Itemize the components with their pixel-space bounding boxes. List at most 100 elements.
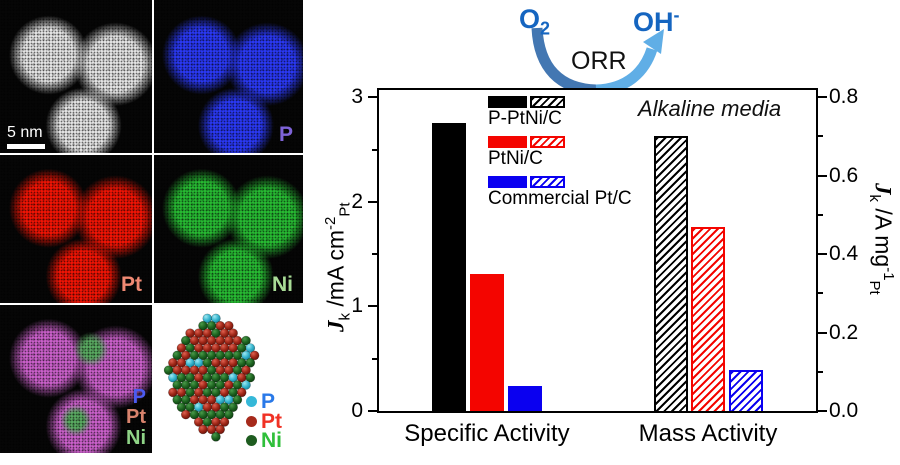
element-label-p: P — [278, 123, 293, 146]
solid-swatch — [488, 176, 527, 188]
atom-sphere — [245, 357, 256, 368]
right-axis-tick — [818, 96, 827, 99]
right-axis-tick — [818, 292, 823, 295]
solid-swatch — [488, 136, 527, 148]
left-axis-tick — [368, 410, 377, 412]
left-axis-tick — [368, 96, 377, 99]
bar-specific-p-ptni-c — [432, 123, 466, 411]
atom-sphere — [215, 424, 225, 435]
left-axis-tick-label: 2 — [351, 189, 363, 213]
pt-atom-dot — [246, 416, 257, 427]
atom-sphere — [211, 432, 221, 442]
bar-mass-ptni-c — [691, 227, 725, 411]
legend-label: Commercial Pt/C — [488, 188, 632, 209]
right-axis-tick-label: 0.6 — [829, 163, 859, 187]
eds-map-platinum: Pt — [0, 155, 152, 303]
x-category-mass-activity: Mass Activity — [638, 420, 778, 447]
model-legend-label: Pt — [261, 410, 282, 433]
element-label-pt: Pt — [121, 273, 142, 296]
unit-subscript: Pt — [865, 280, 883, 295]
legend-swatches — [488, 176, 632, 188]
unit-superscript: -2 — [322, 216, 339, 230]
atom-sphere — [241, 335, 251, 346]
bar-mass-p-ptni-c — [654, 136, 688, 411]
legend-item-ptni-c: PtNi/C — [488, 136, 632, 170]
unit-superscript: -1 — [880, 267, 897, 281]
right-axis-tick — [818, 135, 823, 138]
atom-cluster-illustration — [163, 313, 260, 442]
haadf-stem-image: 5 nm — [0, 0, 152, 153]
left-axis-tick-label: 0 — [351, 399, 363, 422]
oh-superscript: - — [673, 5, 680, 25]
eds-map-phosphorus: P — [154, 0, 303, 153]
jk-symbol: J — [870, 183, 896, 195]
right-axis-tick — [818, 253, 827, 256]
right-axis-tick-label: 0.2 — [829, 320, 859, 344]
bar-chart-plot-area: 0 1 2 3 0.0 0.2 0.4 0.6 0.8 — [351, 85, 858, 422]
atom-sphere — [245, 372, 256, 383]
atom-sphere — [224, 409, 234, 420]
hatched-swatch — [530, 136, 565, 148]
product-oh: OH- — [633, 6, 680, 36]
right-axis-tick — [818, 370, 823, 373]
right-axis-tick — [818, 174, 827, 177]
bar-specific-ptni-c — [470, 274, 504, 411]
left-axis-tick — [372, 357, 377, 360]
legend-label: P-PtNi/C — [488, 108, 562, 129]
legend-item-p-ptni-c: P-PtNi/C — [488, 96, 632, 130]
chart-legend: P-PtNi/C PtNi/C Commercial Pt/C — [488, 96, 632, 216]
eds-map-overlay: P Pt Ni — [0, 305, 152, 453]
scale-bar-label: 5 nm — [7, 124, 43, 141]
atom-sphere — [241, 365, 251, 375]
atom-sphere — [219, 417, 230, 427]
unit-text: /mA cm — [322, 229, 349, 313]
overlay-label-p: P — [132, 386, 146, 408]
unit-text: /A mg — [870, 202, 897, 268]
right-axis-tick-label: 0.4 — [829, 242, 859, 266]
reactant-o2: O2 — [519, 4, 550, 38]
legend-label: PtNi/C — [488, 148, 543, 169]
left-y-axis-label: Jk /mA cm-2Pt — [322, 202, 353, 332]
model-legend-item-ni: Ni — [246, 430, 282, 451]
bar-mass-commercial-pt-c — [729, 370, 763, 411]
left-axis-tick — [368, 305, 377, 308]
bar-specific-commercial-pt-c — [508, 386, 542, 411]
legend-swatches — [488, 136, 632, 148]
atom-sphere — [180, 409, 191, 420]
left-axis-tick-label: 1 — [351, 294, 363, 318]
media-annotation: Alkaline media — [638, 96, 782, 121]
right-axis-tick — [818, 213, 823, 216]
model-legend-label: P — [261, 390, 276, 413]
element-label-ni: Ni — [272, 273, 293, 296]
scale-bar: 5 nm — [7, 124, 45, 149]
right-axis-tick — [818, 410, 827, 412]
jk-subscript: k — [865, 194, 883, 203]
atom-sphere — [228, 402, 238, 412]
model-legend-label: Ni — [261, 429, 282, 452]
hatched-swatch — [530, 176, 565, 188]
orr-arrow-label: ORR — [571, 47, 627, 75]
atom-sphere — [232, 395, 243, 405]
overlay-label-pt: Pt — [126, 406, 146, 428]
left-axis-tick-label: 3 — [351, 85, 363, 109]
unit-subscript: Pt — [336, 202, 354, 217]
overlay-label-ni: Ni — [126, 427, 146, 449]
legend-item-commercial-pt-c: Commercial Pt/C — [488, 176, 632, 210]
atom-sphere — [198, 424, 208, 435]
left-axis-tick — [372, 253, 377, 256]
eds-map-nickel: Ni — [154, 155, 303, 303]
x-category-specific-activity: Specific Activity — [404, 420, 570, 447]
atom-sphere — [236, 387, 247, 398]
atomic-structure-model: P Pt Ni — [154, 305, 303, 455]
atom-sphere — [249, 350, 260, 361]
right-axis-tick-label: 0.8 — [829, 85, 859, 109]
left-axis-tick — [368, 200, 377, 203]
atom-sphere — [241, 380, 251, 390]
atom-sphere — [245, 343, 256, 353]
right-y-axis-label: Jk /A mg-1Pt — [866, 183, 897, 295]
scale-bar-line — [7, 144, 45, 149]
right-axis-tick — [818, 331, 827, 334]
hatched-swatch — [530, 96, 565, 108]
o2-text: O — [519, 4, 541, 34]
